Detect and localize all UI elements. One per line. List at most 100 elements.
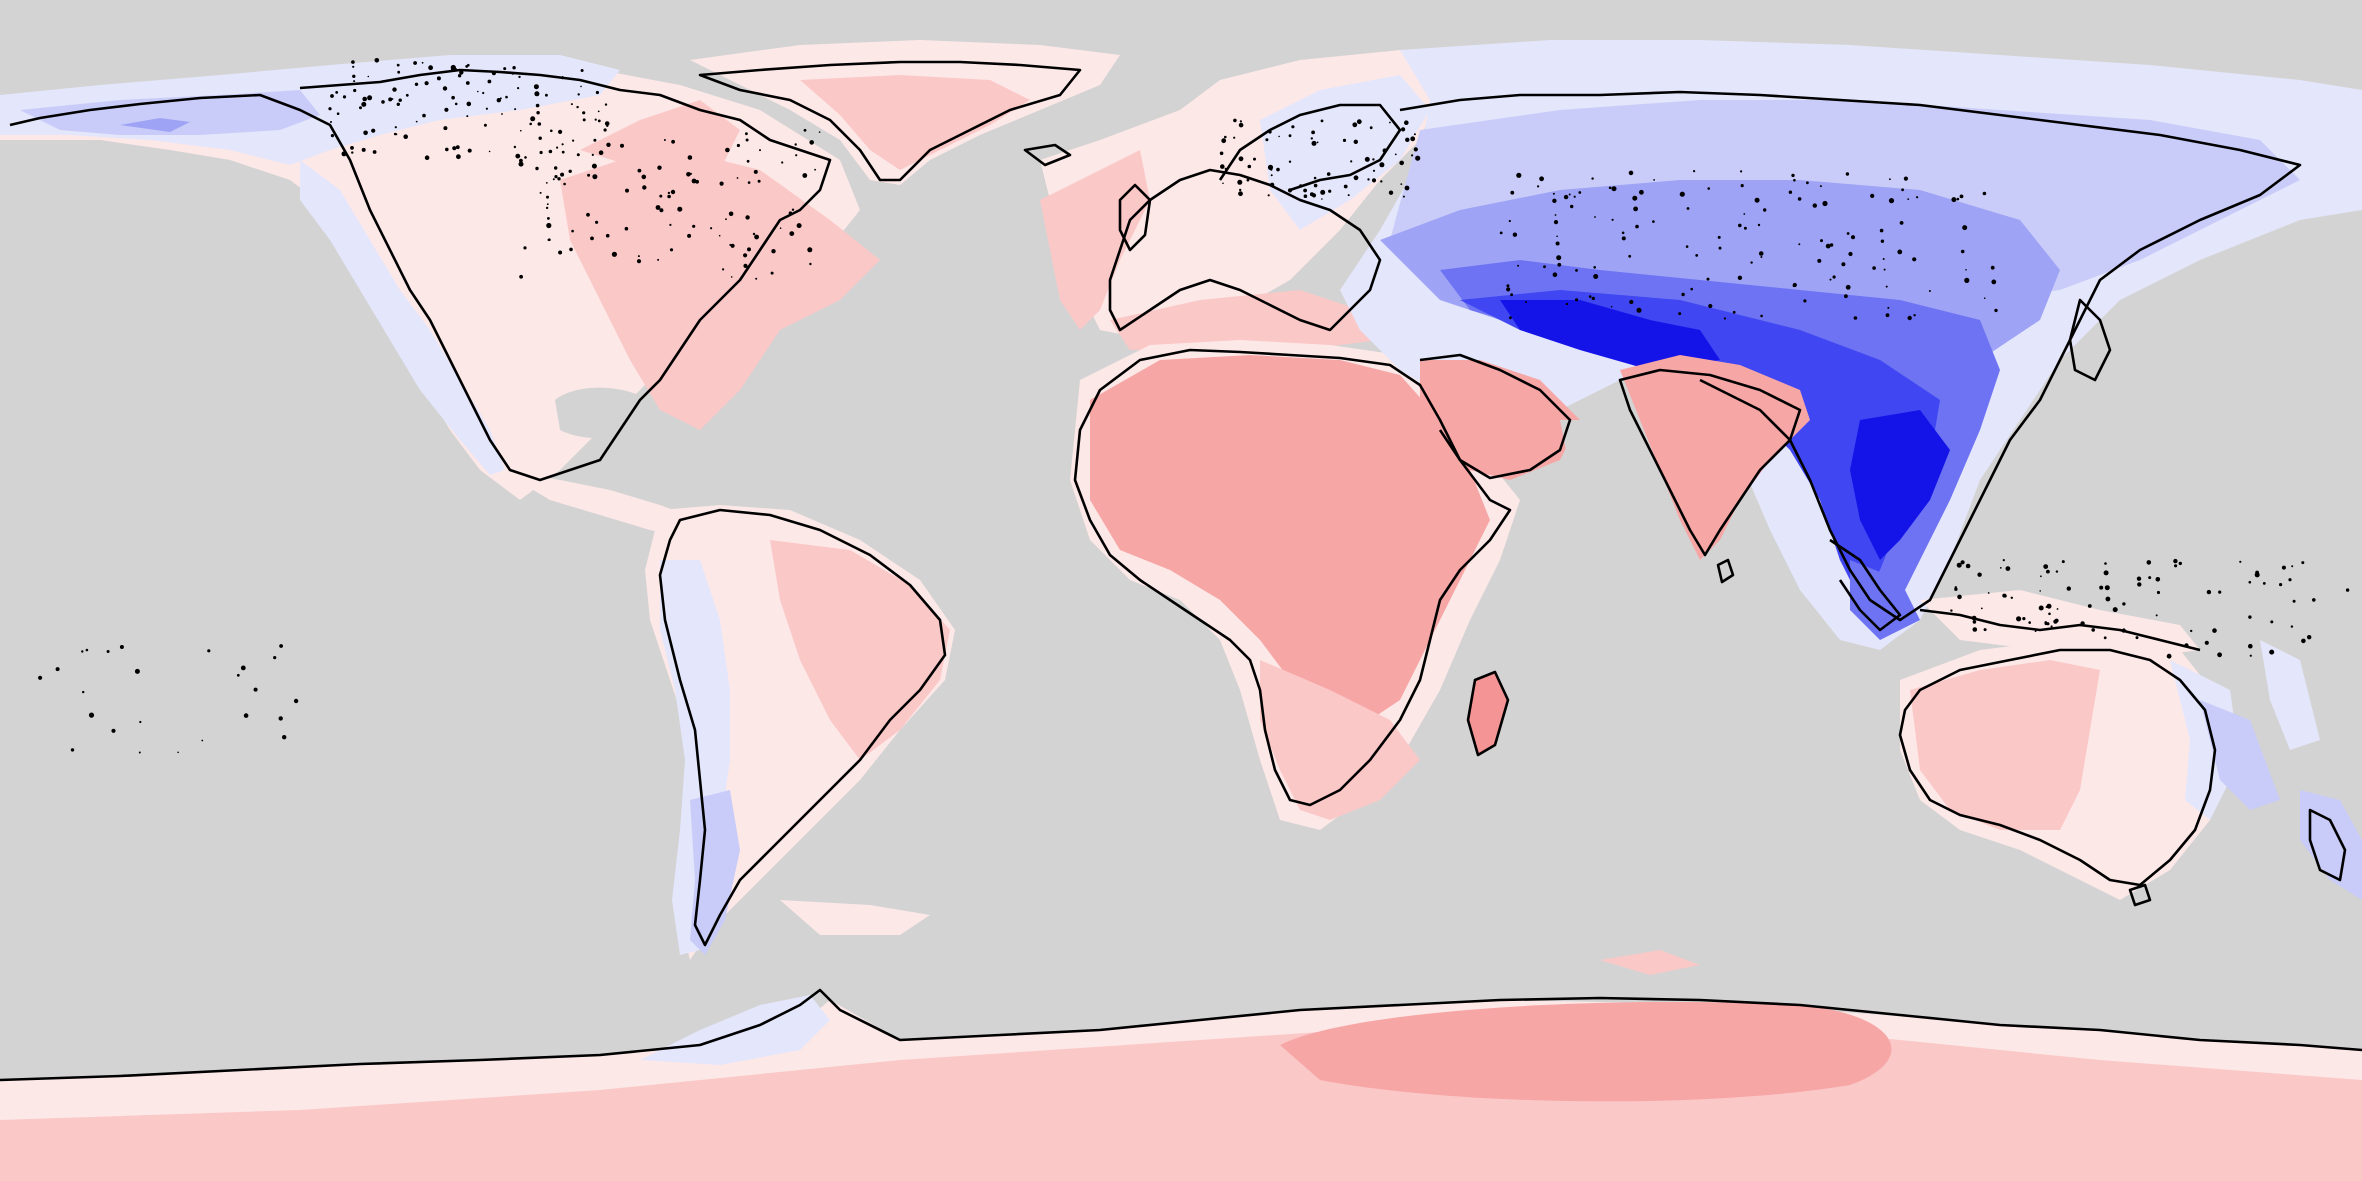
island-dot xyxy=(443,126,448,131)
island-dot xyxy=(1791,173,1795,178)
island-dot xyxy=(428,65,433,71)
island-dot xyxy=(361,147,366,152)
island-dot xyxy=(1253,157,1256,161)
island-dot xyxy=(1907,198,1910,201)
island-dot xyxy=(1552,192,1555,195)
island-dot xyxy=(330,121,332,123)
island-dot xyxy=(465,65,469,68)
southern-africa-red xyxy=(1260,660,1420,820)
island-dot xyxy=(518,161,524,167)
island-dot xyxy=(533,84,539,90)
island-dot xyxy=(1679,191,1685,197)
island-dot xyxy=(1797,197,1802,201)
eastern-canada-red xyxy=(560,150,880,430)
island-dot xyxy=(1510,293,1513,297)
island-dot xyxy=(546,222,552,229)
island-dot xyxy=(1829,243,1834,247)
island-dot xyxy=(515,153,521,159)
island-dot xyxy=(520,129,522,132)
island-dot xyxy=(570,103,573,106)
coast-asia xyxy=(1399,90,2302,622)
island-dot xyxy=(558,250,563,255)
island-dot xyxy=(1956,197,1960,201)
island-dot xyxy=(2061,560,2065,564)
island-dot xyxy=(1740,184,1744,188)
island-dot xyxy=(572,139,575,142)
island-dot xyxy=(396,63,400,67)
island-dot xyxy=(1832,275,1836,279)
island-dot xyxy=(2178,561,2182,566)
island-dot xyxy=(591,163,597,169)
island-dot xyxy=(1608,186,1612,190)
island-dot xyxy=(2290,625,2294,628)
island-dot xyxy=(1982,191,1987,196)
island-dot xyxy=(106,650,110,653)
island-dot xyxy=(352,74,356,79)
island-dot xyxy=(451,95,455,100)
island-dot xyxy=(367,95,373,101)
island-dot xyxy=(1965,563,1971,569)
island-dot xyxy=(444,107,449,112)
island-dot xyxy=(2044,621,2048,624)
coast-new-zealand xyxy=(2308,808,2347,882)
island-dot xyxy=(2212,628,2217,633)
mediterranean-red xyxy=(1110,290,1380,350)
island-dot xyxy=(359,106,362,110)
island-dot xyxy=(1413,133,1416,136)
island-dot xyxy=(754,234,759,240)
island-dot xyxy=(1238,191,1243,197)
island-dot xyxy=(1740,170,1743,173)
coast-uk xyxy=(1118,183,1152,252)
island-dot xyxy=(524,156,527,159)
island-dot xyxy=(1611,186,1617,192)
coast-sri-lanka xyxy=(1716,558,1735,584)
island-dot xyxy=(1575,298,1579,302)
island-dot xyxy=(328,107,332,111)
island-dot xyxy=(809,262,812,266)
island-dot xyxy=(2135,636,2139,640)
island-dot xyxy=(1554,214,1557,216)
island-dot xyxy=(671,139,675,144)
island-dot xyxy=(393,132,397,136)
coast-africa xyxy=(1073,348,1512,807)
island-dot xyxy=(1732,310,1736,314)
island-dot xyxy=(2048,612,2051,616)
island-dot xyxy=(746,159,750,163)
island-dot xyxy=(1760,256,1763,258)
island-dot xyxy=(2217,652,2223,658)
island-dot xyxy=(814,168,816,171)
island-dot xyxy=(2248,580,2252,584)
island-dot xyxy=(519,274,523,279)
island-dot xyxy=(450,64,456,71)
island-dot xyxy=(747,181,751,184)
island-dot xyxy=(687,155,693,160)
island-dot xyxy=(2046,603,2052,609)
island-dot xyxy=(1758,251,1764,256)
island-dot xyxy=(1901,188,1904,192)
island-dot xyxy=(82,690,85,694)
island-dot xyxy=(1512,232,1518,237)
island-dot xyxy=(1763,208,1767,212)
island-dot xyxy=(718,234,721,237)
island-dot xyxy=(1912,257,1917,262)
island-dot xyxy=(351,151,354,154)
island-dot xyxy=(1539,176,1544,182)
island-dot xyxy=(2136,576,2142,581)
island-dot xyxy=(1506,284,1510,288)
island-dot xyxy=(1401,127,1406,132)
island-dot xyxy=(659,208,664,213)
island-dot xyxy=(659,194,663,198)
island-dot xyxy=(1850,235,1856,240)
island-dot xyxy=(818,131,821,133)
island-dot xyxy=(459,70,464,75)
island-dot xyxy=(1882,258,1885,260)
labrador-red xyxy=(580,100,740,175)
island-dot xyxy=(1803,299,1807,303)
island-dot xyxy=(1411,154,1414,157)
island-dot xyxy=(1326,172,1331,176)
island-dot xyxy=(1303,194,1308,198)
island-dot xyxy=(620,143,624,148)
island-dot xyxy=(2103,570,2109,576)
island-dot xyxy=(1887,306,1890,309)
island-dot xyxy=(2166,653,2172,659)
